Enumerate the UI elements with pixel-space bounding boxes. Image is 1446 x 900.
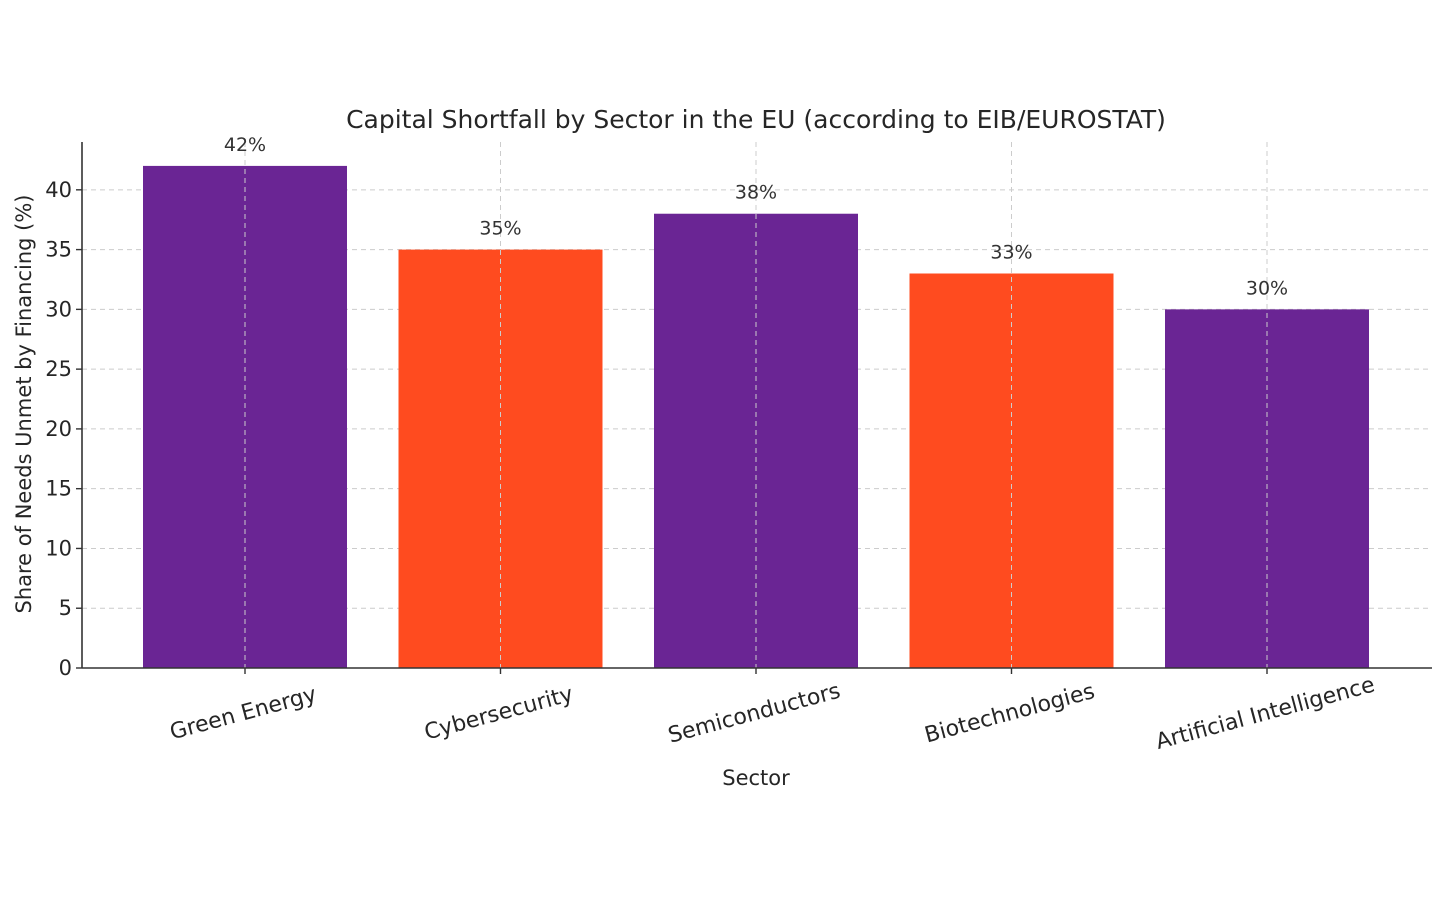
y-tick-label: 0 [59, 656, 72, 680]
x-tick-label: Biotechnologies [922, 679, 1097, 748]
y-tick-label: 25 [45, 357, 72, 381]
y-tick-label: 10 [45, 536, 72, 560]
data-label: 35% [479, 218, 521, 240]
x-tick-label: Semiconductors [666, 679, 844, 749]
y-tick-label: 30 [45, 297, 72, 321]
data-label: 33% [990, 242, 1032, 264]
axis-layer [76, 142, 1432, 674]
x-axis-label: Sector [722, 766, 790, 790]
data-label: 30% [1246, 277, 1288, 299]
x-tick-label: Cybersecurity [422, 682, 576, 746]
y-axis-label: Share of Needs Unmet by Financing (%) [12, 195, 36, 614]
y-tick-label: 35 [45, 238, 72, 262]
y-tick-label: 5 [59, 596, 72, 620]
y-tick-label: 15 [45, 477, 72, 501]
y-tick-label: 40 [45, 178, 72, 202]
x-tick-label: Green Energy [167, 682, 319, 745]
data-label: 42% [224, 134, 266, 156]
y-tick-label: 20 [45, 417, 72, 441]
vertical-grid-layer [244, 142, 1268, 668]
chart-title: Capital Shortfall by Sector in the EU (a… [346, 105, 1166, 134]
data-label: 38% [735, 182, 777, 204]
x-tick-label: Artificial Intelligence [1153, 672, 1377, 755]
